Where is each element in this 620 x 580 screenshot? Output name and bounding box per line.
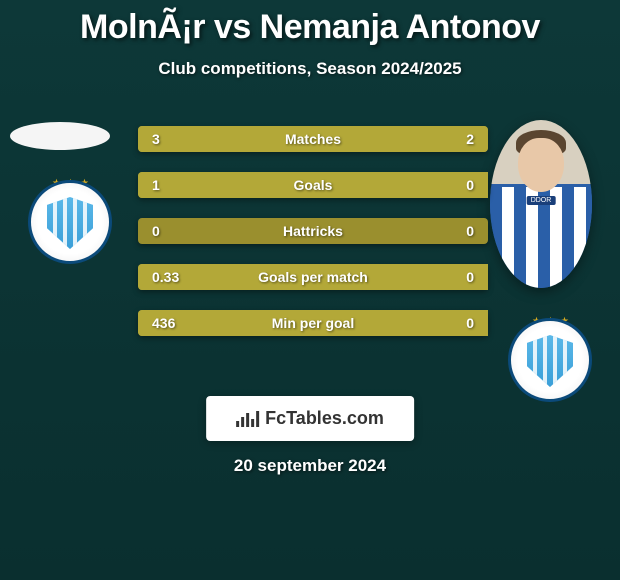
footer-brand-text: FcTables.com [265,408,384,429]
stat-label: Goals [294,177,333,193]
stat-right-value: 0 [466,269,474,285]
club-badge-right: ★ ★ ★ [500,310,600,410]
player-head [518,138,564,192]
page-subtitle: Club competitions, Season 2024/2025 [0,59,620,79]
stat-left-value: 1 [152,177,160,193]
stat-row: 3 Matches 2 [138,126,488,152]
bars-icon [236,411,259,427]
stat-right-value: 0 [466,315,474,331]
stat-row: 0 Hattricks 0 [138,218,488,244]
stat-left-value: 436 [152,315,175,331]
stat-left-value: 0 [152,223,160,239]
stat-left-value: 3 [152,131,160,147]
stat-left-value: 0.33 [152,269,179,285]
stat-right-value: 0 [466,223,474,239]
stats-container: 3 Matches 2 1 Goals 0 0 Hattricks 0 0.33 Goals per… [138,126,488,356]
stat-right-value: 2 [466,131,474,147]
stat-row: 0.33 Goals per match 0 [138,264,488,290]
stat-right-value: 0 [466,177,474,193]
stat-label: Min per goal [272,315,354,331]
page-title: MolnÃ¡r vs Nemanja Antonov [0,0,620,47]
player-right-avatar: DDOR [490,120,592,288]
footer-date: 20 september 2024 [234,456,386,476]
stat-label: Goals per match [258,269,368,285]
footer-brand[interactable]: FcTables.com [206,396,414,441]
stat-label: Matches [285,131,341,147]
club-badge-left: ★ ★ ★ [20,172,120,272]
stat-label: Hattricks [283,223,343,239]
jersey-sponsor: DDOR [527,196,556,205]
player-left-avatar [10,122,110,150]
stat-row: 1 Goals 0 [138,172,488,198]
stat-row: 436 Min per goal 0 [138,310,488,336]
